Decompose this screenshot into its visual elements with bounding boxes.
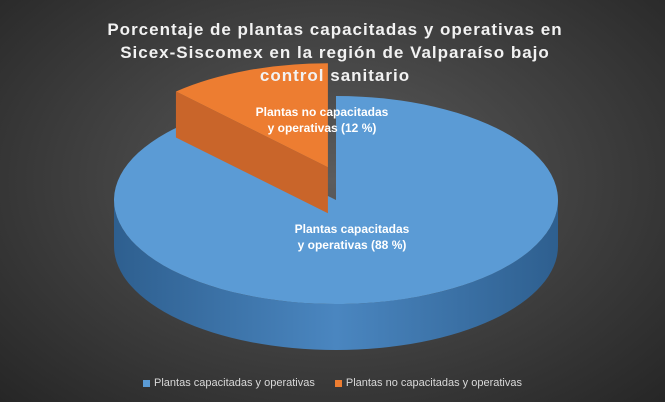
legend-swatch bbox=[334, 379, 342, 387]
legend-swatch bbox=[143, 379, 151, 387]
legend-item: Plantas no capacitadas y operativas bbox=[334, 377, 522, 389]
data-label: Plantas capacitadas y operativas (88 %) bbox=[294, 222, 410, 252]
legend-label: Plantas capacitadas y operativas bbox=[154, 377, 315, 389]
legend-item: Plantas capacitadas y operativas bbox=[143, 377, 315, 389]
chart-title: Porcentaje de plantas capacitadas y oper… bbox=[107, 20, 563, 85]
data-label: Plantas no capacitadas y operativas (12 … bbox=[255, 105, 389, 135]
legend-label: Plantas no capacitadas y operativas bbox=[345, 377, 522, 389]
legend: Plantas capacitadas y operativas Plantas … bbox=[0, 377, 665, 389]
slice-side bbox=[175, 91, 328, 214]
pie-side bbox=[114, 200, 558, 350]
pie-slice bbox=[175, 63, 328, 168]
